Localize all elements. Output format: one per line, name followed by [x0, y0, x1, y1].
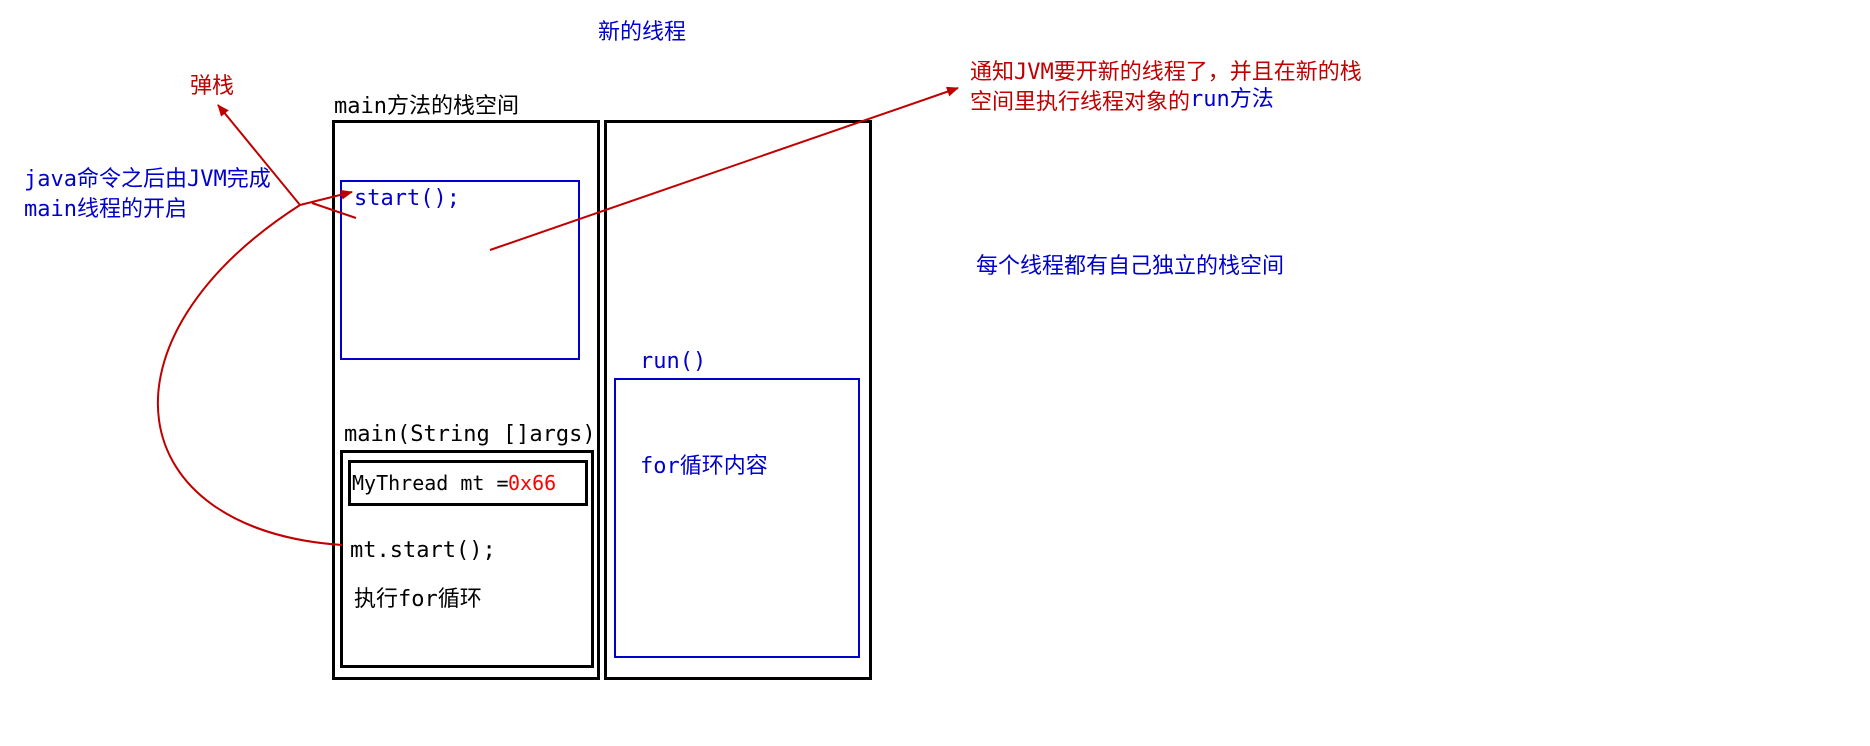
run-call-label: run()	[640, 347, 706, 377]
title-new-thread: 新的线程	[598, 18, 686, 48]
exec-for-loop: 执行for循环	[354, 585, 482, 615]
annotation-each-thread: 每个线程都有自己独立的栈空间	[976, 252, 1284, 282]
annotation-pop-stack: 弹栈	[190, 72, 234, 102]
main-signature: main(String []args)	[344, 420, 596, 450]
annotation-java-cmd: java命令之后由JVM完成 main线程的开启	[24, 165, 271, 224]
mythread-var-prefix: MyThread mt =	[352, 470, 521, 497]
start-call-label: start();	[354, 184, 460, 214]
annotation-jvm-explain-tail: run方法	[1190, 85, 1274, 115]
annotation-jvm-explain: 通知JVM要开新的线程了，并且在新的栈 空间里执行线程对象的	[970, 58, 1362, 117]
mt-start-call: mt.start();	[350, 536, 496, 566]
left-stack-title: main方法的栈空间	[334, 92, 519, 122]
for-loop-content: for循环内容	[640, 452, 768, 482]
mythread-var-value: 0x66	[508, 470, 556, 497]
run-frame-box	[614, 378, 860, 658]
arrows-overlay	[0, 0, 1870, 746]
pop-stack-curve	[158, 205, 342, 545]
